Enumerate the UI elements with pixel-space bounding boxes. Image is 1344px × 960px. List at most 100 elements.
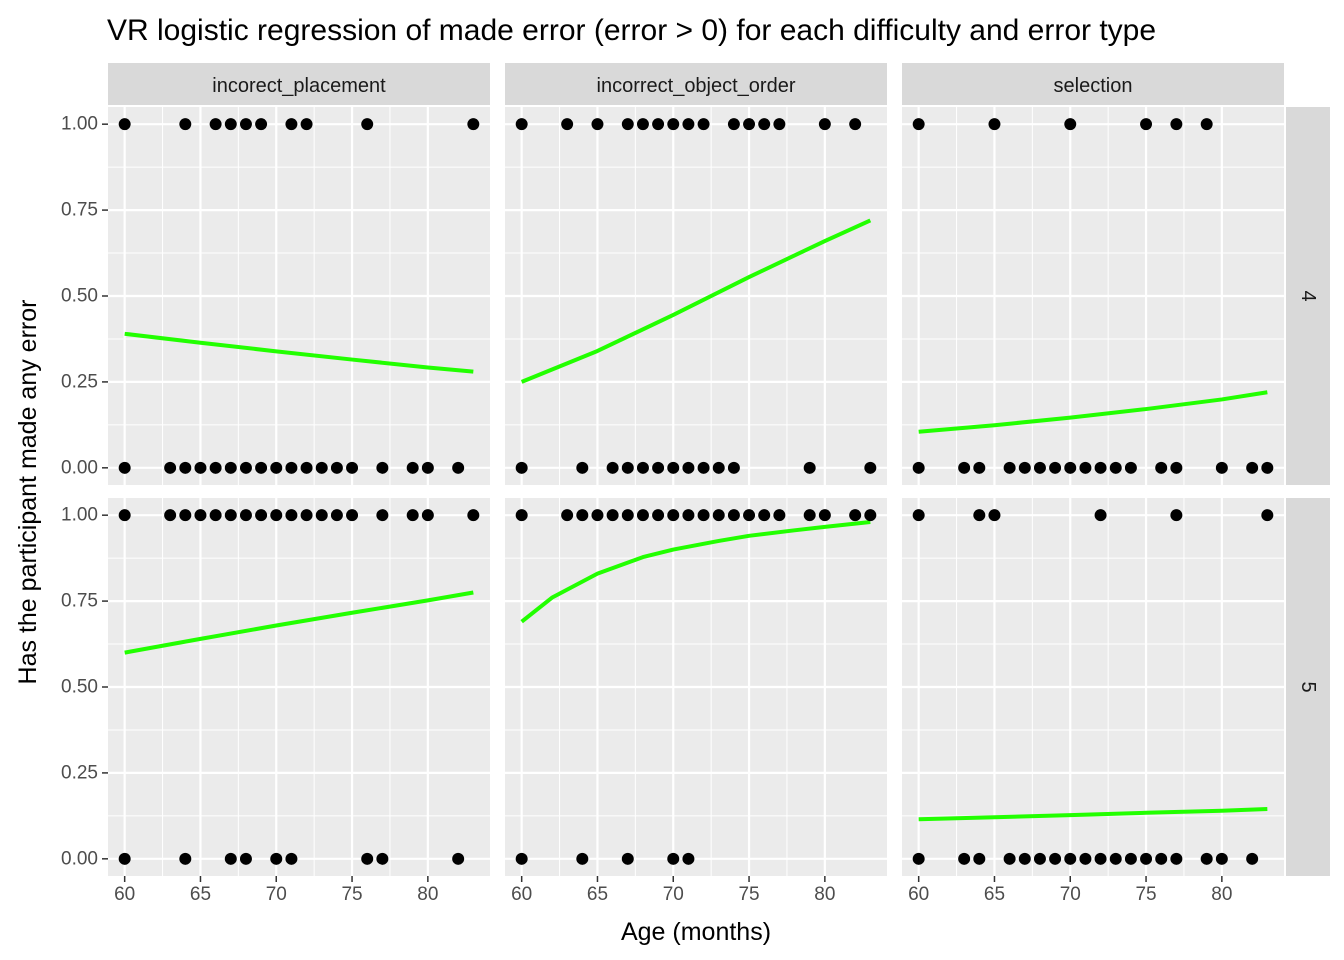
data-point [576, 852, 589, 865]
data-point [285, 852, 298, 865]
data-point [773, 118, 786, 131]
data-point [803, 509, 816, 522]
y-tick-label: 0.00 [61, 848, 98, 869]
data-point [621, 852, 634, 865]
data-point [209, 118, 222, 131]
data-point [270, 509, 283, 522]
data-point [1140, 852, 1153, 865]
data-point [1094, 461, 1107, 474]
data-point [818, 118, 831, 131]
data-point [224, 509, 237, 522]
data-point [255, 118, 268, 131]
x-tick-label: 65 [587, 884, 608, 905]
fit-line-2 [918, 390, 1268, 434]
data-point [270, 852, 283, 865]
data-point [667, 118, 680, 131]
data-point [179, 461, 192, 474]
data-point [636, 461, 649, 474]
facet-panels: incorect_placement incorrect_object_order… [61, 63, 1330, 905]
data-point [864, 461, 877, 474]
data-point [515, 461, 528, 474]
data-point [224, 118, 237, 131]
data-point [988, 509, 1001, 522]
data-point [576, 509, 589, 522]
data-point [1261, 461, 1274, 474]
x-tick-label: 75 [341, 884, 362, 905]
x-tick-label: 60 [114, 884, 135, 905]
data-point [849, 118, 862, 131]
data-point [300, 509, 313, 522]
column-strip-1 [505, 63, 887, 105]
data-point [652, 461, 665, 474]
x-tick-label: 70 [266, 884, 287, 905]
data-point [912, 118, 925, 131]
data-point [682, 118, 695, 131]
data-point [406, 461, 419, 474]
data-point [561, 118, 574, 131]
data-point [452, 461, 465, 474]
data-point [406, 509, 419, 522]
data-point [300, 118, 313, 131]
data-point [606, 509, 619, 522]
column-strip-2 [902, 63, 1284, 105]
data-point [1261, 509, 1274, 522]
fit-line-0 [124, 331, 474, 374]
data-point [1140, 118, 1153, 131]
data-point [515, 118, 528, 131]
column-strip-0 [108, 63, 490, 105]
data-point [1079, 852, 1092, 865]
data-point [1246, 461, 1259, 474]
data-point [224, 852, 237, 865]
y-tick-label: 0.25 [61, 762, 98, 783]
data-point [239, 509, 252, 522]
data-point [421, 461, 434, 474]
data-point [621, 118, 634, 131]
y-tick-label: 0.00 [61, 457, 98, 478]
data-point [697, 509, 710, 522]
data-point [1094, 852, 1107, 865]
data-point [361, 852, 374, 865]
data-point [1094, 509, 1107, 522]
y-tick-label: 0.50 [61, 286, 98, 307]
y-tick-label: 0.75 [61, 200, 98, 221]
column-strip-label-0: incorect_placement [212, 75, 386, 97]
x-tick-label: 80 [814, 884, 835, 905]
data-point [1064, 118, 1077, 131]
data-point [346, 461, 359, 474]
data-point [1079, 461, 1092, 474]
data-point [973, 852, 986, 865]
data-point [315, 461, 328, 474]
data-point [330, 509, 343, 522]
data-point [1155, 461, 1168, 474]
data-point [1124, 461, 1137, 474]
data-point [285, 461, 298, 474]
data-point [561, 509, 574, 522]
data-point [194, 461, 207, 474]
data-point [727, 461, 740, 474]
data-point [727, 509, 740, 522]
data-point [712, 509, 725, 522]
data-point [1003, 852, 1016, 865]
data-point [712, 461, 725, 474]
x-tick-label: 80 [1211, 884, 1232, 905]
data-point [1018, 461, 1031, 474]
data-point [118, 118, 131, 131]
data-point [285, 118, 298, 131]
data-point [758, 118, 771, 131]
data-point [1215, 461, 1228, 474]
data-point [224, 461, 237, 474]
data-point [1064, 852, 1077, 865]
row-strip-label-0: 4 [1297, 290, 1319, 301]
data-point [255, 461, 268, 474]
x-tick-label: 80 [417, 884, 438, 905]
x-tick-label: 70 [663, 884, 684, 905]
x-axis-title: Age (months) [621, 918, 771, 946]
x-tick-label: 70 [1060, 884, 1081, 905]
data-point [1170, 852, 1183, 865]
data-point [376, 852, 389, 865]
data-point [606, 461, 619, 474]
data-point [591, 509, 604, 522]
data-point [682, 852, 695, 865]
data-point [621, 509, 634, 522]
